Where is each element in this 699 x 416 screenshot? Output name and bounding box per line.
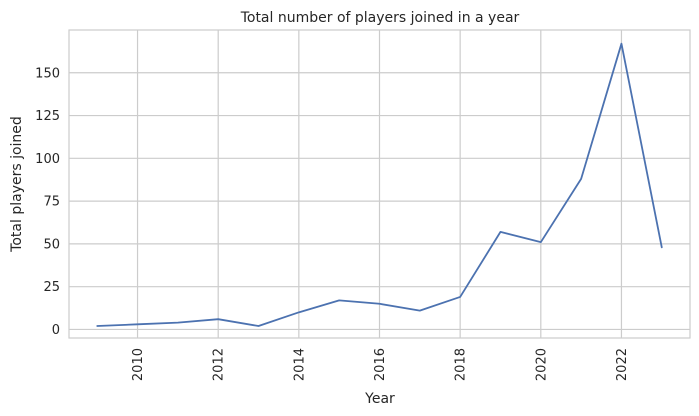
x-tick-label: 2014 [292,348,307,381]
x-tick-label: 2016 [373,348,388,381]
chart-title: Total number of players joined in a year [240,10,520,26]
x-tick-label: 2012 [212,348,227,381]
x-tick-label: 2020 [534,348,549,381]
y-tick-label: 50 [43,237,60,252]
x-tick-label: 2022 [615,348,630,381]
grid [69,30,690,338]
series-layer [96,42,663,327]
x-tick-label: 2010 [131,348,146,381]
x-tick-label: 2018 [454,348,469,381]
y-tick-label: 100 [35,152,60,167]
y-tick-label: 75 [43,195,60,210]
series-line [96,42,663,327]
y-tick-label: 150 [35,66,60,81]
x-axis-label: Year [364,391,395,407]
y-axis-label: Total players joined [9,116,25,253]
plot-area [68,29,691,339]
y-tick-label: 0 [52,323,60,338]
x-axis-ticks: 2010 2012 2014 2016 2018 2020 2022 [131,348,630,381]
y-axis-ticks: 0 25 50 75 100 125 150 [35,66,60,338]
y-tick-label: 25 [43,280,60,295]
y-tick-label: 125 [35,109,60,124]
